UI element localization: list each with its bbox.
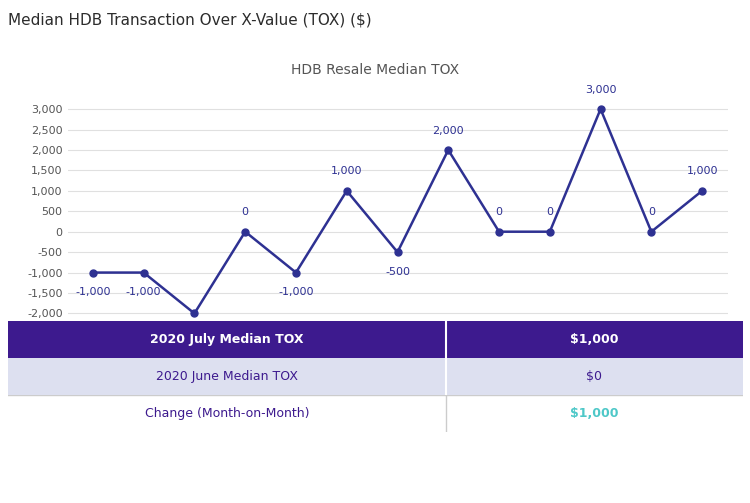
Text: 2,000: 2,000 [433, 126, 464, 135]
Text: -2,000: -2,000 [176, 328, 212, 338]
Text: $1,000: $1,000 [570, 333, 619, 346]
Text: Median HDB Transaction Over X-Value (TOX) ($): Median HDB Transaction Over X-Value (TOX… [8, 13, 371, 28]
Text: -500: -500 [385, 267, 410, 277]
Text: HDB Resale Median TOX: HDB Resale Median TOX [291, 63, 459, 77]
Text: $0: $0 [586, 370, 602, 383]
Text: -1,000: -1,000 [278, 287, 314, 297]
Text: 0: 0 [496, 207, 502, 217]
Text: 0: 0 [242, 207, 249, 217]
Text: -1,000: -1,000 [126, 287, 161, 297]
Text: Change (Month-on-Month): Change (Month-on-Month) [145, 407, 309, 420]
Text: 0: 0 [648, 207, 655, 217]
Text: 2020 June Median TOX: 2020 June Median TOX [156, 370, 298, 383]
Text: 1,000: 1,000 [686, 166, 718, 177]
Text: $1,000: $1,000 [570, 407, 619, 420]
Text: -1,000: -1,000 [75, 287, 111, 297]
Text: 1,000: 1,000 [331, 166, 362, 177]
Text: 2020 July Median TOX: 2020 July Median TOX [150, 333, 304, 346]
Text: 0: 0 [546, 207, 554, 217]
Text: 3,000: 3,000 [585, 85, 616, 95]
